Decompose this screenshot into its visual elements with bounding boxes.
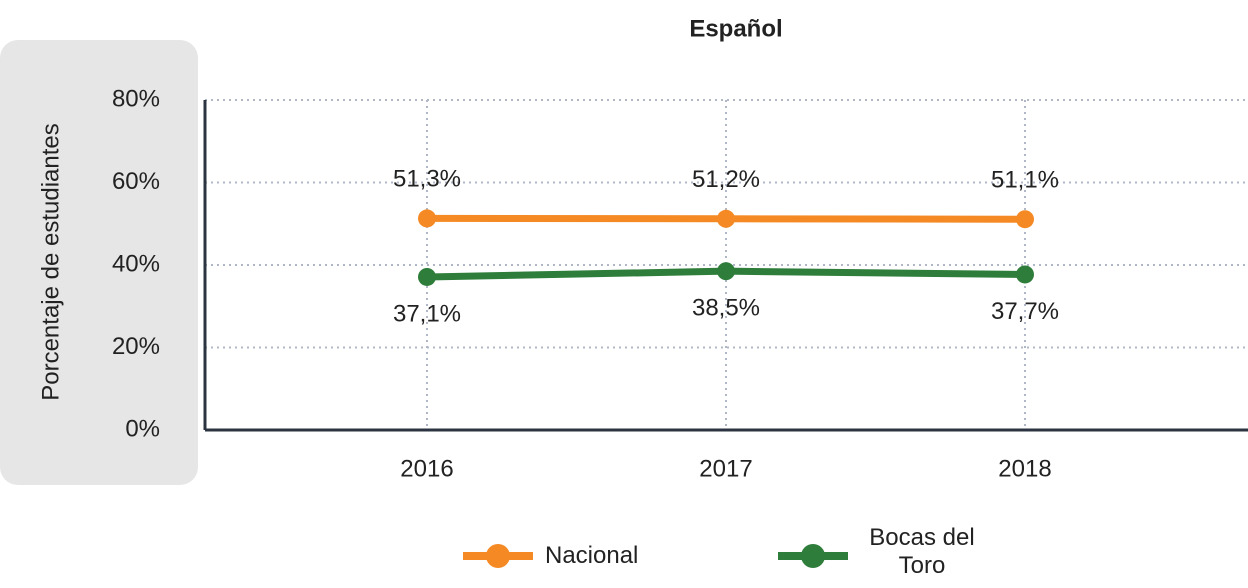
data-label: 37,7%: [991, 298, 1059, 325]
data-label: 51,3%: [393, 166, 461, 193]
point: [418, 209, 436, 228]
point: [717, 209, 735, 228]
chart-title: Español: [689, 15, 782, 42]
point: [1016, 210, 1034, 229]
x-tick-label: 2017: [699, 455, 752, 482]
data-label: 38,5%: [692, 295, 760, 322]
legend-marker: [486, 544, 510, 568]
x-tick-label: 2016: [400, 455, 453, 482]
point: [717, 262, 735, 281]
legend-label: Bocas del Toro: [869, 524, 975, 579]
y-tick-label: 40%: [112, 250, 160, 277]
data-label: 51,1%: [991, 167, 1059, 194]
y-axis-label: Porcentaje de estudiantes: [37, 123, 64, 401]
y-tick-label: 20%: [112, 333, 160, 360]
y-tick-label: 80%: [112, 85, 160, 112]
y-tick-label: 60%: [112, 168, 160, 195]
x-tick-label: 2018: [998, 455, 1051, 482]
data-label: 37,1%: [393, 300, 461, 327]
legend-marker: [801, 544, 825, 568]
y-label-box: [0, 40, 198, 485]
y-tick-label: 0%: [125, 415, 160, 442]
legend-label: Nacional: [545, 542, 639, 569]
point: [1016, 265, 1034, 284]
point: [418, 267, 436, 286]
data-label: 51,2%: [692, 166, 760, 193]
